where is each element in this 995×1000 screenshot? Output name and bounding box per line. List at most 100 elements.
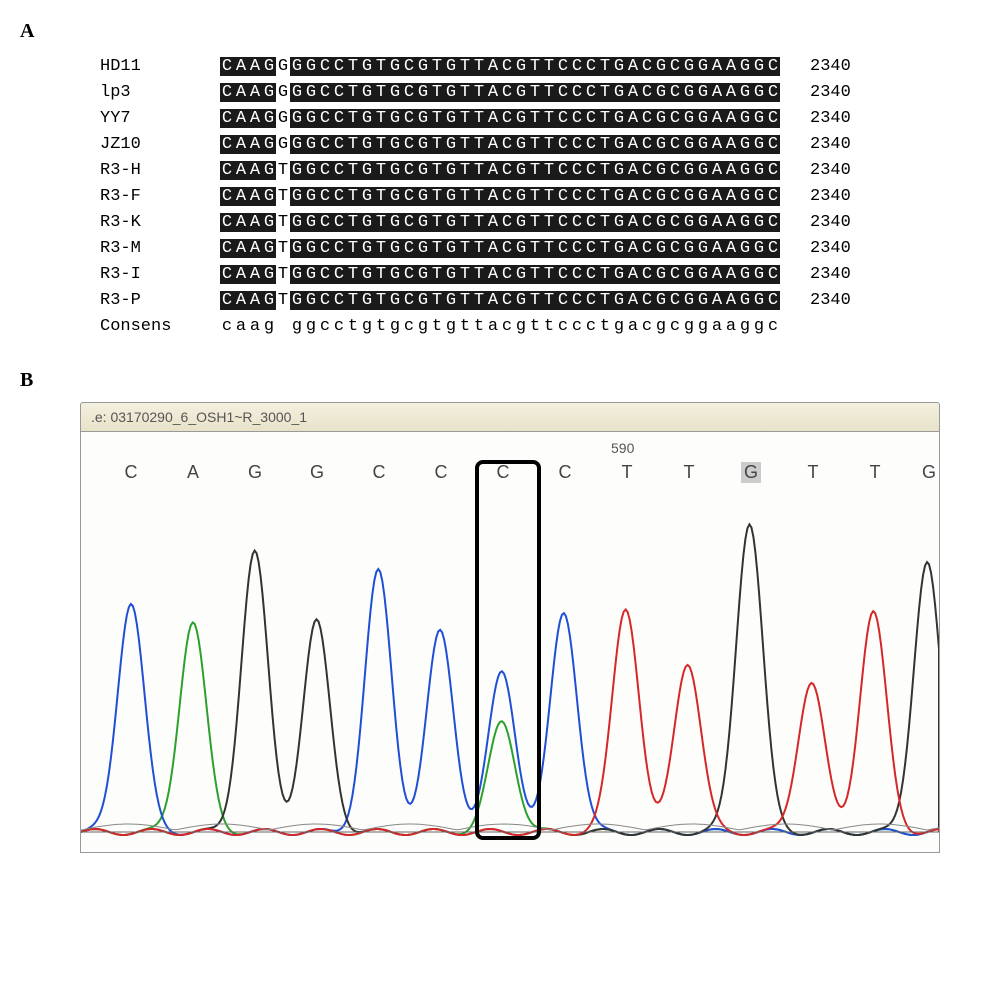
base: T (528, 213, 542, 232)
base: A (710, 83, 724, 102)
base: C (402, 57, 416, 76)
base: A (710, 57, 724, 76)
base-call: A (183, 462, 203, 483)
base: A (234, 109, 248, 128)
base: T (528, 187, 542, 206)
base-call: T (865, 462, 885, 483)
base: G (262, 239, 276, 258)
base: G (290, 161, 304, 180)
base: C (556, 57, 570, 76)
base: G (752, 57, 766, 76)
base: A (724, 161, 738, 180)
base: C (570, 213, 584, 232)
base: T (542, 109, 556, 128)
base: C (332, 161, 346, 180)
base: T (276, 265, 290, 284)
base: C (402, 265, 416, 284)
base-call: G (741, 462, 761, 483)
base: T (430, 109, 444, 128)
base: G (304, 83, 318, 102)
base: G (682, 239, 696, 258)
base: G (696, 83, 710, 102)
base: G (262, 83, 276, 102)
base: T (542, 213, 556, 232)
alignment-row: HD11CAAGGGGCCTGTGCGTGTTACGTTCCCTGACGCGGA… (100, 53, 975, 79)
base: T (458, 135, 472, 154)
base: C (640, 291, 654, 310)
base: C (668, 57, 682, 76)
base: T (346, 161, 360, 180)
sequence-position: 2340 (810, 265, 851, 284)
base: C (640, 213, 654, 232)
base: T (374, 213, 388, 232)
alignment-row: R3-PCAAGTGGCCTGTGCGTGTTACGTTCCCTGACGCGGA… (100, 287, 975, 313)
base: C (332, 57, 346, 76)
base: T (374, 135, 388, 154)
base: G (304, 161, 318, 180)
alignment-row: YY7CAAGGGGCCTGTGCGTGTTACGTTCCCTGACGCGGAA… (100, 105, 975, 131)
base: G (738, 135, 752, 154)
sequence-position: 2340 (810, 135, 851, 154)
base: A (486, 135, 500, 154)
base: G (388, 161, 402, 180)
base: A (486, 109, 500, 128)
base: A (234, 239, 248, 258)
base: C (584, 161, 598, 180)
base: A (248, 57, 262, 76)
base: T (374, 291, 388, 310)
base: G (388, 109, 402, 128)
base: G (290, 187, 304, 206)
base: T (542, 291, 556, 310)
base: T (458, 239, 472, 258)
base: G (514, 135, 528, 154)
base: G (682, 265, 696, 284)
sequence-name: R3-F (100, 187, 220, 206)
base: T (472, 239, 486, 258)
base: C (766, 265, 780, 284)
base: G (444, 83, 458, 102)
base: A (724, 213, 738, 232)
base: A (626, 187, 640, 206)
base: T (374, 109, 388, 128)
base: G (416, 213, 430, 232)
base: G (444, 291, 458, 310)
base: T (346, 57, 360, 76)
base: G (752, 83, 766, 102)
base: C (668, 83, 682, 102)
chromatogram-body: 590CAGGCCCCTTGTTG (80, 432, 940, 853)
base: T (598, 57, 612, 76)
base: G (738, 57, 752, 76)
chromatogram-traces (81, 432, 939, 852)
base: G (654, 239, 668, 258)
base: T (430, 161, 444, 180)
base: G (262, 57, 276, 76)
base: G (514, 239, 528, 258)
base: T (472, 135, 486, 154)
base: C (402, 109, 416, 128)
base: G (514, 83, 528, 102)
base: T (430, 291, 444, 310)
base-call: C (493, 462, 513, 483)
trace-G (81, 524, 939, 835)
base: G (388, 213, 402, 232)
base: T (528, 265, 542, 284)
base: T (430, 187, 444, 206)
base: A (248, 291, 262, 310)
base: G (738, 109, 752, 128)
base: C (668, 161, 682, 180)
trace-A (81, 622, 939, 835)
alignment-row: R3-HCAAGTGGCCTGTGCGTGTTACGTTCCCTGACGCGGA… (100, 157, 975, 183)
base: G (290, 239, 304, 258)
base: A (724, 83, 738, 102)
base: G (444, 265, 458, 284)
base: T (276, 213, 290, 232)
base: C (318, 187, 332, 206)
base: G (444, 109, 458, 128)
chromatogram-header: .e: 03170290_6_OSH1~R_3000_1 (80, 402, 940, 432)
base-call: T (803, 462, 823, 483)
base: A (248, 83, 262, 102)
sequence-position: 2340 (810, 109, 851, 128)
base: A (234, 265, 248, 284)
base: G (262, 109, 276, 128)
base: G (696, 57, 710, 76)
